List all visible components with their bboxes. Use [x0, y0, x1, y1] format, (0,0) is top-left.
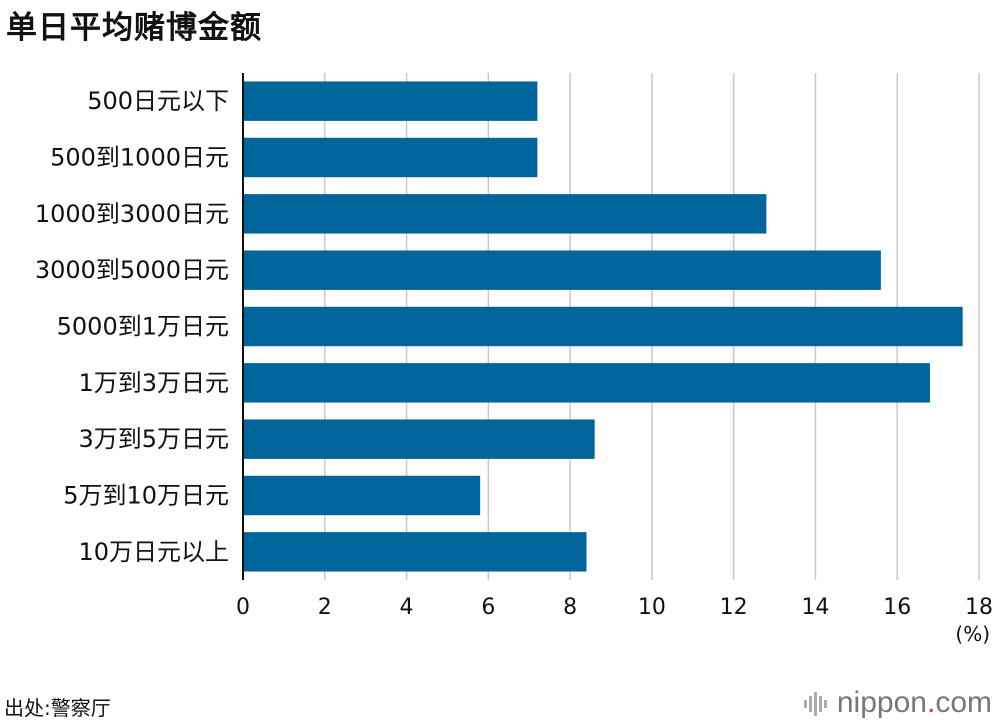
bar: [243, 81, 538, 121]
bar: [243, 475, 481, 516]
bars: [243, 81, 963, 572]
source-note: 出处:警察厅: [4, 696, 111, 720]
x-tick-label: 6: [481, 595, 495, 620]
bar: [243, 363, 930, 403]
brand-name: nippon: [836, 686, 927, 719]
x-tick-label: 4: [400, 595, 414, 620]
brand-logo: nippon.com: [803, 686, 992, 720]
category-labels: 500日元以下 500到1000日元 1000到3000日元 3000到5000日元 5…: [35, 87, 229, 566]
category-label: 1000到3000日元: [35, 200, 229, 228]
bar: [243, 532, 587, 572]
nippon-logo-icon: [803, 686, 829, 720]
bar: [243, 419, 595, 459]
category-label: 10万日元以上: [78, 538, 229, 566]
unit-label: (%): [955, 622, 990, 646]
x-tick-label: 12: [720, 595, 748, 620]
x-tick-label: 16: [883, 595, 911, 620]
chart-title: 单日平均赌博金额: [6, 10, 262, 46]
x-tick-label: 10: [638, 595, 666, 620]
brand-dot: .: [926, 686, 936, 719]
tick-labels: 0 2 4 6 8 10 12 14 16 18: [236, 595, 993, 620]
bar: [243, 250, 881, 290]
bar: [243, 306, 963, 347]
category-label: 5万到10万日元: [63, 482, 229, 510]
category-label: 500日元以下: [87, 87, 229, 115]
x-tick-label: 8: [563, 595, 577, 620]
bar: [243, 137, 538, 178]
brand-suffix: com: [935, 686, 992, 719]
x-tick-label: 14: [801, 595, 829, 620]
x-tick-label: 2: [318, 595, 332, 620]
category-label: 3000到5000日元: [35, 256, 229, 284]
category-label: 500到1000日元: [50, 144, 229, 172]
x-tick-label: 0: [236, 595, 250, 620]
category-label: 1万到3万日元: [78, 369, 229, 397]
category-label: 5000到1万日元: [57, 313, 229, 341]
category-label: 3万到5万日元: [78, 425, 229, 453]
bar: [243, 194, 767, 234]
x-tick-label: 18: [965, 595, 993, 620]
